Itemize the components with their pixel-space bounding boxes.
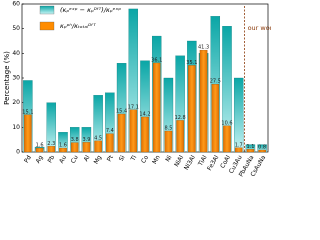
bar — [176, 120, 184, 153]
x-tick-label: Pb — [47, 154, 57, 164]
x-tick-label: Ni3Al — [183, 154, 197, 171]
bar — [35, 147, 44, 153]
x-tick-label: Pd — [23, 154, 33, 164]
bar — [24, 114, 32, 153]
y-tick-label: 30 — [12, 75, 20, 82]
y-tick-label: 0 — [16, 149, 20, 156]
value-label: 3.9 — [82, 137, 90, 143]
legend-swatch — [39, 21, 55, 31]
x-tick-label: Ti — [129, 154, 138, 163]
x-tick-label: Cu — [70, 154, 80, 165]
bar — [94, 140, 102, 153]
value-label: 41.3 — [198, 45, 209, 51]
value-label: 36.1 — [151, 57, 162, 63]
x-tick-label: Au — [58, 154, 68, 165]
value-label: 1.1 — [246, 144, 254, 150]
bar — [47, 146, 56, 153]
value-label: 0.8 — [258, 145, 266, 151]
x-tick-label: Si — [118, 154, 127, 163]
legend-label: κₚᵖʰ/κₜₒₜₐₗᴰᶠᵀ — [60, 22, 96, 30]
value-label: 1.6 — [59, 143, 67, 149]
bar — [258, 149, 266, 153]
y-axis-label: Percentage (%) — [3, 51, 11, 105]
bar — [117, 113, 126, 153]
x-tick-label: Pt — [106, 154, 115, 163]
bar — [106, 133, 114, 153]
value-label: 8.5 — [164, 126, 172, 132]
value-label: 17.1 — [128, 104, 139, 110]
value-label: 15.1 — [22, 109, 33, 115]
legend-label: (κₚᵉˣᵖ − κₚᴰᶠᵀ)/κₚᵉˣᵖ — [60, 6, 121, 14]
y-tick-label: 50 — [12, 25, 20, 32]
x-tick-label: Mg — [93, 154, 104, 165]
x-tick-label: Mn — [151, 154, 162, 165]
y-tick-label: 10 — [12, 124, 20, 131]
bar — [82, 142, 91, 153]
y-tick-label: 20 — [12, 99, 20, 106]
bar — [129, 109, 138, 153]
annotation: our work — [248, 24, 271, 32]
x-tick-label: Ag — [35, 154, 45, 165]
bar — [234, 147, 243, 153]
value-label: 27.5 — [210, 79, 221, 85]
value-label: 4.5 — [94, 135, 102, 141]
value-label: 7.4 — [106, 128, 114, 134]
bar — [188, 65, 196, 153]
value-label: 14.2 — [139, 111, 150, 117]
x-tick-label: Al — [83, 154, 92, 163]
value-label: 1.6 — [36, 143, 44, 149]
value-label: 3.8 — [71, 137, 79, 143]
bar — [141, 116, 149, 153]
x-tick-label: Ni — [164, 154, 173, 163]
bar — [233, 77, 244, 153]
x-tick-label: Co — [140, 154, 150, 165]
value-label: 12.8 — [175, 115, 186, 121]
bar — [70, 142, 79, 153]
bar — [223, 125, 231, 153]
value-label: 10.6 — [221, 120, 232, 126]
bar — [152, 62, 161, 153]
y-tick-label: 40 — [12, 50, 20, 57]
bar — [246, 149, 255, 153]
value-label: 35.1 — [186, 60, 197, 66]
bar — [164, 130, 173, 153]
value-label: 15.4 — [116, 109, 127, 115]
chart: Percentage (%) 0 10 20 30 40 50 60 our work 15.1… — [3, 1, 271, 179]
legend-swatch — [39, 5, 55, 15]
y-tick-label: 60 — [12, 1, 20, 8]
x-tick-label: Fe3Al — [206, 154, 220, 172]
value-label: 1.7 — [235, 142, 243, 148]
bar — [199, 49, 208, 153]
value-label: 2.3 — [47, 141, 55, 147]
bar — [211, 84, 220, 153]
bar — [59, 147, 67, 153]
